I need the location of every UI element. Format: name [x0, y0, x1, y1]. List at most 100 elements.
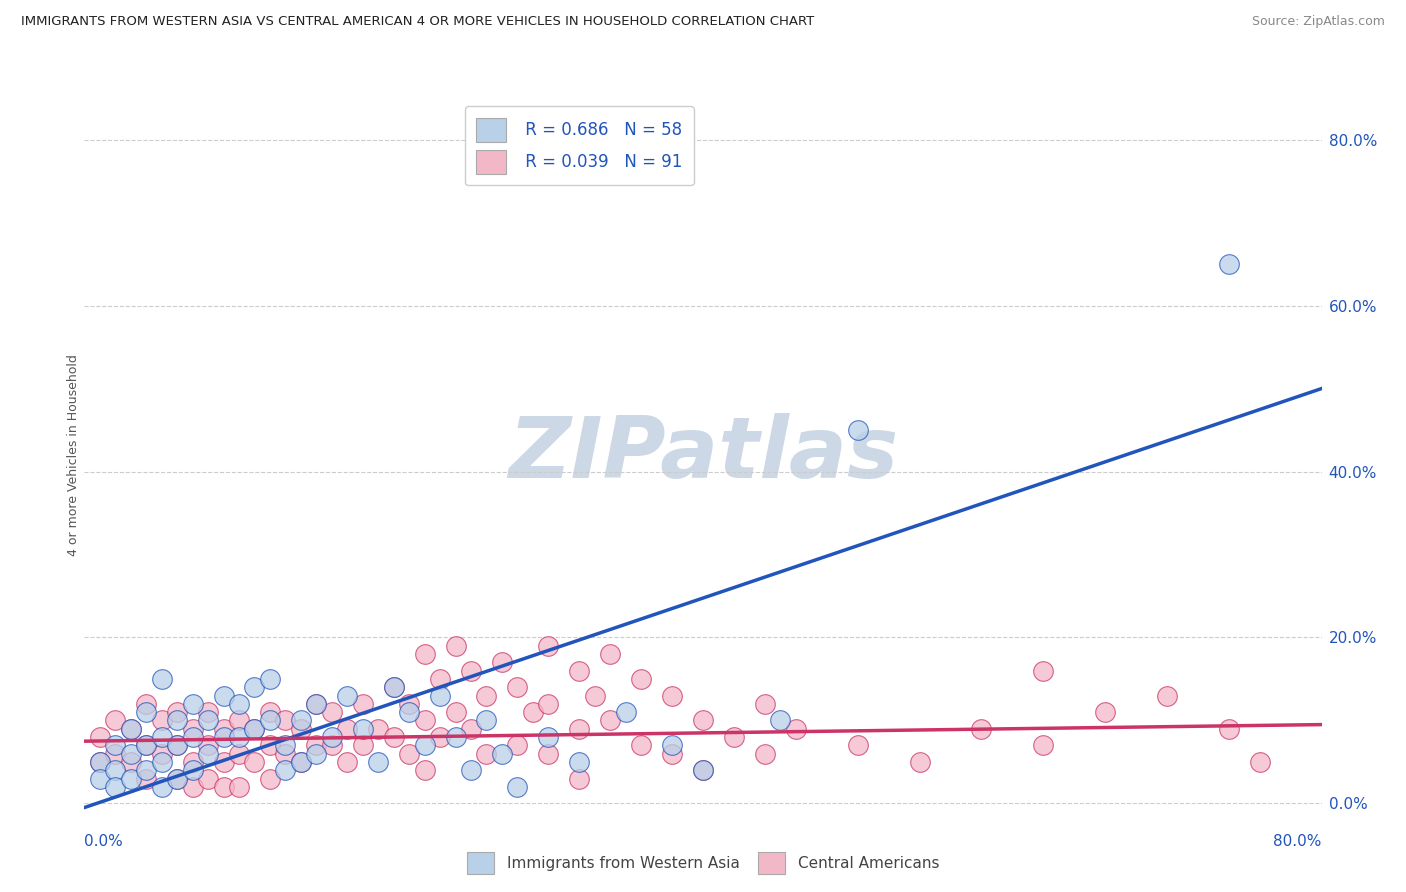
Point [228, 747, 250, 761]
Point [506, 680, 529, 694]
Point [475, 689, 498, 703]
Point [1249, 755, 1271, 769]
Point [120, 747, 142, 761]
Point [769, 714, 792, 728]
Point [181, 697, 204, 711]
Point [104, 714, 127, 728]
Point [228, 697, 250, 711]
Point [290, 755, 312, 769]
Point [491, 747, 513, 761]
Text: 0.0%: 0.0% [84, 834, 124, 848]
Point [599, 714, 621, 728]
Point [460, 664, 482, 678]
Point [321, 705, 343, 719]
Point [1218, 722, 1240, 736]
Point [212, 689, 235, 703]
Point [661, 739, 683, 753]
Point [429, 730, 451, 744]
Point [568, 755, 591, 769]
Point [135, 739, 157, 753]
Point [398, 697, 420, 711]
Point [243, 722, 266, 736]
Point [197, 772, 219, 786]
Point [491, 656, 513, 670]
Point [89, 730, 111, 744]
Y-axis label: 4 or more Vehicles in Household: 4 or more Vehicles in Household [66, 354, 80, 556]
Point [692, 763, 714, 777]
Point [537, 697, 560, 711]
Point [135, 772, 157, 786]
Point [150, 730, 173, 744]
Point [274, 763, 297, 777]
Point [181, 763, 204, 777]
Point [181, 755, 204, 769]
Point [197, 739, 219, 753]
Point [506, 780, 529, 794]
Point [692, 763, 714, 777]
Point [290, 722, 312, 736]
Point [150, 747, 173, 761]
Point [120, 722, 142, 736]
Point [460, 763, 482, 777]
Point [197, 747, 219, 761]
Point [630, 739, 652, 753]
Legend: Immigrants from Western Asia, Central Americans: Immigrants from Western Asia, Central Am… [461, 846, 945, 880]
Point [444, 730, 467, 744]
Point [522, 705, 544, 719]
Point [382, 680, 405, 694]
Point [274, 739, 297, 753]
Legend:  R = 0.686   N = 58,  R = 0.039   N = 91: R = 0.686 N = 58, R = 0.039 N = 91 [465, 106, 693, 186]
Point [305, 747, 328, 761]
Point [444, 639, 467, 653]
Point [104, 780, 127, 794]
Point [243, 755, 266, 769]
Point [723, 730, 745, 744]
Point [475, 714, 498, 728]
Point [1156, 689, 1178, 703]
Point [259, 705, 281, 719]
Point [475, 747, 498, 761]
Point [166, 714, 188, 728]
Point [89, 755, 111, 769]
Point [429, 689, 451, 703]
Point [228, 714, 250, 728]
Point [166, 739, 188, 753]
Point [692, 714, 714, 728]
Point [305, 739, 328, 753]
Point [754, 697, 776, 711]
Point [908, 755, 931, 769]
Point [661, 689, 683, 703]
Point [1032, 739, 1054, 753]
Text: ZIPatlas: ZIPatlas [508, 413, 898, 497]
Point [336, 689, 359, 703]
Point [104, 739, 127, 753]
Point [413, 739, 436, 753]
Point [460, 722, 482, 736]
Point [212, 755, 235, 769]
Point [104, 747, 127, 761]
Point [150, 780, 173, 794]
Point [336, 755, 359, 769]
Point [120, 755, 142, 769]
Point [413, 714, 436, 728]
Point [321, 730, 343, 744]
Point [259, 772, 281, 786]
Point [583, 689, 606, 703]
Point [120, 722, 142, 736]
Point [166, 772, 188, 786]
Point [970, 722, 993, 736]
Point [568, 772, 591, 786]
Point [150, 714, 173, 728]
Point [568, 664, 591, 678]
Point [135, 705, 157, 719]
Point [1094, 705, 1116, 719]
Text: IMMIGRANTS FROM WESTERN ASIA VS CENTRAL AMERICAN 4 OR MORE VEHICLES IN HOUSEHOLD: IMMIGRANTS FROM WESTERN ASIA VS CENTRAL … [21, 15, 814, 28]
Point [661, 747, 683, 761]
Point [259, 739, 281, 753]
Point [321, 739, 343, 753]
Point [336, 722, 359, 736]
Point [290, 755, 312, 769]
Point [259, 714, 281, 728]
Point [382, 730, 405, 744]
Point [135, 763, 157, 777]
